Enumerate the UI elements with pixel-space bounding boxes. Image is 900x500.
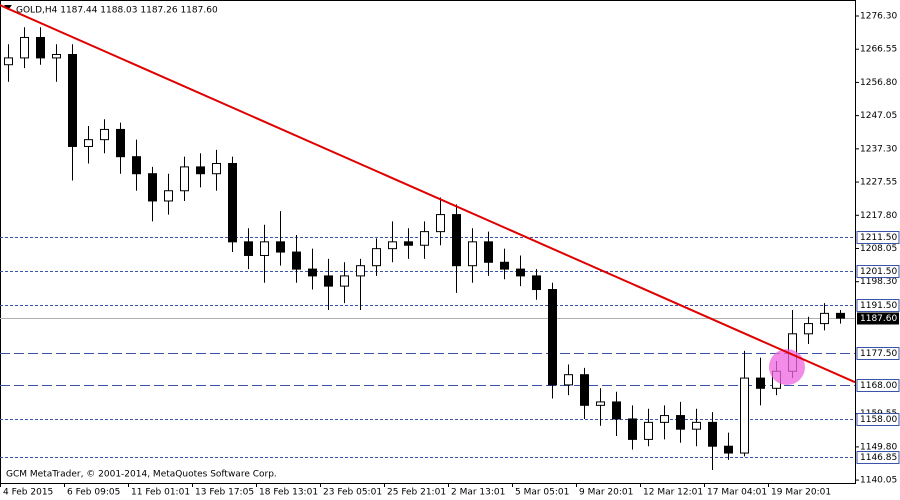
level-label: 1158.00 [860, 415, 897, 425]
x-tick-label: 2 Mar 13:01 [451, 488, 505, 498]
candle-body [356, 265, 365, 277]
level-label-box [856, 347, 900, 360]
candle-body [244, 241, 253, 256]
candle-body [452, 214, 461, 267]
highlight-circle [769, 349, 805, 385]
footer: GCM MetaTrader, © 2001-2014, MetaQuotes … [6, 470, 277, 480]
level-label-box [856, 299, 900, 312]
x-tick-label: 25 Feb 21:01 [387, 488, 446, 498]
level-label: 1177.50 [860, 349, 897, 359]
candle-body [52, 53, 61, 59]
x-tick-label: 18 Feb 13:01 [259, 488, 318, 498]
x-tick-label: 4 Feb 2015 [3, 488, 53, 498]
level-label: 1201.50 [860, 267, 897, 277]
candle-body [756, 377, 765, 389]
y-tick-label: 1276.30 [860, 12, 897, 22]
y-tick-label: 1247.05 [860, 111, 897, 121]
y-tick-label: 1237.30 [860, 144, 897, 154]
y-tick-label: 1208.05 [860, 244, 897, 254]
candle-body [20, 36, 29, 59]
level-label-box [856, 379, 900, 392]
candle-body [372, 248, 381, 267]
candle-body [820, 312, 829, 325]
candle-body [740, 377, 749, 454]
candle-body [292, 251, 301, 270]
x-tick-label: 11 Feb 01:01 [131, 488, 190, 498]
candle-body [116, 128, 125, 158]
chart-title: GOLD,H4 1187.44 1188.03 1187.26 1187.60 [16, 6, 218, 16]
y-tick-label: 1256.80 [860, 78, 897, 88]
candle-body [548, 289, 557, 386]
candle-body [836, 312, 845, 319]
x-tick-label: 6 Feb 09:05 [67, 488, 120, 498]
x-tick-label: 19 Mar 20:01 [771, 488, 831, 498]
menu-arrow[interactable] [4, 5, 12, 10]
x-tick-label: 12 Mar 12:01 [643, 488, 703, 498]
candle-body [196, 166, 205, 175]
x-tick-label: 17 Mar 04:01 [707, 488, 767, 498]
candle-body [36, 36, 45, 59]
candle-body [660, 415, 669, 423]
candle-body [340, 275, 349, 287]
candle-body [500, 261, 509, 270]
candle-body [308, 268, 317, 277]
candle-body [676, 415, 685, 430]
candle-body [420, 231, 429, 246]
candle-body [180, 166, 189, 192]
candle-body [468, 241, 477, 267]
level-label: 1211.50 [860, 233, 897, 243]
candle-body [164, 190, 173, 202]
y-tick-label: 1140.05 [860, 476, 897, 486]
y-tick-label: 1217.80 [860, 211, 897, 221]
candle-body [628, 418, 637, 440]
y-tick-label: 1266.55 [860, 45, 897, 55]
level-label: 1146.85 [860, 453, 897, 463]
candle-body [612, 401, 621, 420]
y-tick-label: 1227.55 [860, 178, 897, 188]
level-label-box [856, 231, 900, 244]
candle-body [228, 162, 237, 243]
trendline [0, 4, 856, 384]
level-label: 1191.50 [860, 301, 897, 311]
candle-body [212, 162, 221, 175]
x-tick-label: 5 Mar 05:01 [515, 488, 569, 498]
candle-body [404, 241, 413, 246]
candle-body [580, 374, 589, 406]
candle-body [596, 401, 605, 406]
candle-body [724, 445, 733, 454]
candle-body [132, 156, 141, 175]
y-tick-label: 1149.80 [860, 442, 897, 452]
candle-body [276, 241, 285, 253]
candle-body [260, 241, 269, 256]
x-tick-label: 23 Feb 05:01 [323, 488, 382, 498]
candle-body [804, 323, 813, 335]
candle-body [708, 421, 717, 447]
x-tick-label: 13 Feb 17:05 [195, 488, 254, 498]
candle-body [516, 268, 525, 277]
level-label-box [856, 413, 900, 426]
candle-body [644, 421, 653, 440]
last-price-label: 1187.60 [860, 314, 897, 324]
level-label: 1168.00 [860, 381, 897, 391]
candle-body [388, 241, 397, 250]
candle-body [148, 173, 157, 202]
y-tick-label: 1198.30 [860, 277, 897, 287]
candle-body [4, 57, 13, 66]
candle-body [324, 275, 333, 287]
level-label-box [856, 265, 900, 278]
candle-body [436, 214, 445, 233]
candle-body [84, 139, 93, 147]
candle-body [692, 421, 701, 430]
x-tick-label: 9 Mar 20:01 [579, 488, 633, 498]
candle-body [484, 241, 493, 263]
last-price-box [857, 312, 899, 325]
level-label-box [856, 451, 900, 464]
candle-body [68, 53, 77, 147]
candle-body [100, 128, 109, 141]
candle-body [532, 275, 541, 291]
candle-body [564, 374, 573, 386]
